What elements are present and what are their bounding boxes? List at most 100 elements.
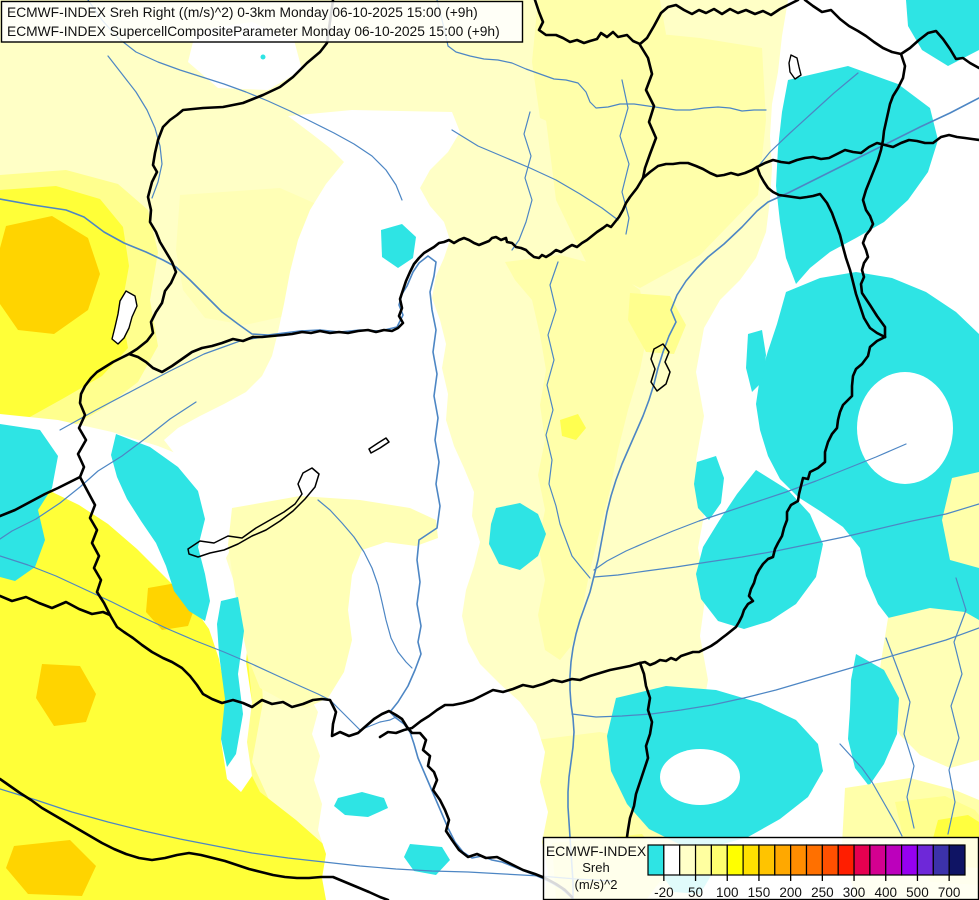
- legend-model-label: ECMWF-INDEX: [546, 843, 647, 859]
- colorbar-tick-label: 500: [906, 885, 929, 900]
- river-zagyva: [545, 261, 591, 579]
- border-austria-hungary-north: [127, 335, 255, 374]
- river-east1: [947, 577, 967, 835]
- river-sio: [317, 499, 413, 669]
- region-pale-balaton-south: [228, 496, 438, 708]
- region-cyan-dot: [260, 54, 266, 60]
- river-sava: [0, 788, 613, 882]
- lake-velence: [368, 437, 390, 454]
- forecast-title-line2: ECMWF-INDEX SupercellCompositeParameter …: [7, 24, 500, 39]
- region-gold-southwest: [36, 664, 96, 726]
- region-cyan-east-tongue: [848, 654, 899, 786]
- region-cyan-ne-corner: [906, 0, 979, 66]
- border-hungary-slovakia: [251, 176, 645, 339]
- region-cyan-blob-east: [694, 456, 724, 520]
- river-danube-upper: [0, 198, 301, 336]
- lake-tisza: [650, 343, 671, 392]
- region-bright-southwest: [0, 464, 332, 900]
- border-austria-west: [76, 0, 335, 479]
- colorbar-tick-label: 700: [938, 885, 961, 900]
- border-serbia-romania: [625, 661, 654, 839]
- border-slovakia-north: [533, 0, 800, 46]
- colorbar-cell: [774, 844, 792, 876]
- colorbar-tick-label: 250: [811, 885, 834, 900]
- colorbar-tick-label: 100: [716, 885, 739, 900]
- colorbar-cell: [742, 844, 760, 876]
- colorbar-cell: [885, 844, 903, 876]
- lake-balaton: [187, 467, 320, 558]
- lakes: [111, 54, 802, 558]
- pale-overlays: [228, 496, 438, 708]
- colorbar-cell: [853, 844, 871, 876]
- border-slovenia-croatia: [0, 594, 112, 617]
- river-slana: [619, 79, 630, 235]
- border-hungary-romania: [638, 335, 887, 667]
- gold-cores: [0, 46, 242, 896]
- border-ukraine-romania: [859, 52, 907, 339]
- colorbar-cell: [663, 844, 681, 876]
- region-cyan-east-main: [756, 272, 979, 656]
- river-ipel: [451, 129, 619, 221]
- legend-panel: ECMWF-INDEX Sreh (m/s)^2 -20 50 100 150 200 2…: [542, 836, 979, 900]
- colorbar-tick-label: 400: [874, 885, 897, 900]
- river-east2: [885, 637, 915, 829]
- region-pale-northeast: [545, 30, 766, 288]
- lake-neusiedl: [111, 290, 138, 345]
- river-east3: [839, 743, 903, 837]
- colorbar-tick-label: -20: [654, 885, 674, 900]
- region-cyan-sliver-east: [746, 330, 766, 392]
- border-ukraine-north: [641, 133, 979, 180]
- colorbar-cell: [916, 844, 934, 876]
- river-bodrog: [756, 72, 859, 169]
- colorbar-cell: [694, 844, 712, 876]
- colorbar-cell: [932, 844, 950, 876]
- region-gold-bottomleft: [6, 840, 96, 896]
- river-vah: [436, 0, 767, 112]
- lake-northeast: [788, 54, 802, 80]
- colorbar-tick-label: 150: [748, 885, 771, 900]
- region-cyan-danube-bend: [381, 224, 416, 268]
- colorbar-cell: [710, 844, 728, 876]
- border-hungary-ukraine: [755, 165, 887, 339]
- colorbar-cell: [726, 844, 744, 876]
- border-hungary-southwest: [78, 475, 574, 899]
- region-gold-topleft: [0, 216, 100, 334]
- river-hron: [511, 111, 533, 251]
- colorbar-cell: [837, 844, 855, 876]
- region-white-hole-south: [660, 749, 740, 805]
- border-slovakia-ukraine: [638, 43, 658, 180]
- river-maros: [571, 627, 979, 718]
- colorbar-cell: [758, 844, 776, 876]
- region-bright-spot-center: [560, 414, 586, 440]
- colorbar-cell: [948, 844, 966, 876]
- river-koros1: [593, 503, 979, 578]
- forecast-title-line1: ECMWF-INDEX Sreh Right ((m/s)^2) 0-3km M…: [7, 5, 478, 20]
- region-cyan-center: [489, 503, 546, 570]
- colorbar-tick-label: 50: [688, 885, 703, 900]
- colorbar-cell: [900, 844, 919, 876]
- river-koros2: [593, 443, 907, 571]
- colorbar-cells: [647, 844, 966, 876]
- river-tisza: [567, 97, 979, 900]
- region-cyan-west-band: [111, 434, 210, 621]
- colorbar-ticks: -20 50 100 150 200 250 300 400 500 700: [654, 875, 960, 900]
- legend-units-label: (m/s)^2: [575, 877, 618, 892]
- border-croatia-bosnia: [0, 777, 390, 900]
- border-poland-ukraine: [803, 0, 979, 70]
- colorbar-tick-label: 200: [779, 885, 802, 900]
- colorbar-tick-label: 300: [843, 885, 866, 900]
- colorbar-cell: [790, 844, 808, 876]
- colorbar-cell: [679, 844, 697, 876]
- colorbar-cell: [647, 844, 665, 876]
- region-white-hole-east1: [857, 372, 953, 484]
- title-panel-background: [0, 0, 524, 43]
- region-pale-center-east: [505, 255, 648, 660]
- title-panel: ECMWF-INDEX Sreh Right ((m/s)^2) 0-3km M…: [0, 0, 524, 43]
- colorbar-cell: [821, 844, 839, 876]
- border-hungary-serbia: [378, 661, 642, 739]
